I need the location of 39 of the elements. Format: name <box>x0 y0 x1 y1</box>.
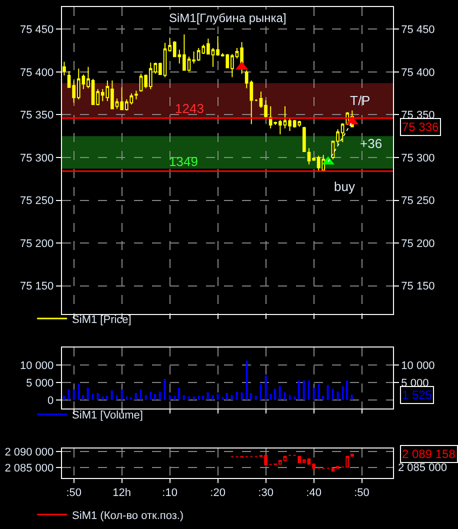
y-tick-label: 2 090 000 <box>4 446 54 458</box>
text: 2 089 158 <box>402 447 456 461</box>
y-tick-label: 75 150 <box>20 280 54 293</box>
x-tick-label: :20 <box>210 487 226 500</box>
series-label: SiM1 [Volume] <box>72 410 143 422</box>
text: 1 525 <box>402 388 432 402</box>
y2-tick-label: 75 450 <box>401 24 435 36</box>
y-tick-label: 5 000 <box>26 377 54 390</box>
y-tick-label: 75 300 <box>20 152 54 164</box>
annotation: 1349 <box>169 154 198 169</box>
y-tick-label: 75 400 <box>20 66 54 79</box>
x-tick-label: :10 <box>162 487 178 500</box>
y-tick-label: 75 350 <box>20 110 54 122</box>
text: SiM1 [Price] <box>72 314 132 326</box>
annotation: buy <box>334 179 356 194</box>
annotation: +36 <box>360 136 382 151</box>
annotation: T/P <box>350 93 370 108</box>
x-tick-label: 12h <box>112 487 131 500</box>
text: 75 336 <box>402 120 440 134</box>
y-tick-label: 75 250 <box>20 195 54 208</box>
y-tick-label: 75 200 <box>20 238 54 250</box>
y2-tick-label: 75 250 <box>401 195 435 208</box>
legend-label: SiM1 (Кол-во отк.поз.) <box>72 510 184 522</box>
y2-tick-label: 75 200 <box>401 238 435 250</box>
x-tick-label: :30 <box>258 487 274 500</box>
y-tick-label: 10 000 <box>20 360 54 372</box>
y-tick-label: 2 085 000 <box>4 462 54 474</box>
chart-title: SiM1[Глубина рынка] <box>169 11 286 25</box>
x-tick-label: :50 <box>66 487 82 500</box>
annotation: 1243 <box>175 101 204 116</box>
y2-tick-label: 75 150 <box>401 280 435 293</box>
x-tick-label: :50 <box>354 487 370 500</box>
y-tick-label: 0 <box>48 394 54 407</box>
y2-tick-label: 75 300 <box>401 152 435 164</box>
y2-tick-label: 75 400 <box>401 66 435 79</box>
x-tick-label: :40 <box>306 487 322 500</box>
text: 2 085 000 <box>398 462 447 474</box>
y-tick-label: 75 450 <box>20 24 54 36</box>
y2-tick-label: 10 000 <box>401 360 435 372</box>
